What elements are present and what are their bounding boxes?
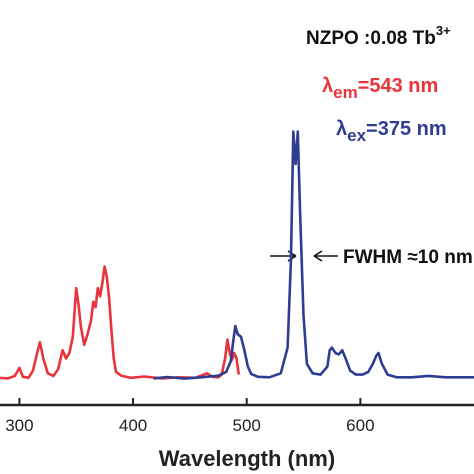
series-line-emission-monitor: [0, 265, 241, 380]
x-tick-label-400: 400: [119, 416, 147, 435]
series-line-excitation-monitor: [153, 130, 474, 380]
chart-title-main: NZPO :0.08 Tb: [306, 28, 436, 49]
legend-ex-prefix: λ: [336, 118, 347, 140]
legend-em-rest: =543 nm: [358, 75, 439, 97]
fwhm-label: FWHM ≈10 nm: [343, 247, 473, 268]
fwhm-right-arrow-head: [313, 250, 323, 262]
legend-entry-ex: λex=375 nm: [336, 118, 447, 145]
legend-entry-em: λem=543 nm: [322, 75, 438, 102]
x-axis-title: Wavelength (nm): [159, 446, 335, 471]
chart-title: NZPO :0.08 Tb3+: [306, 23, 451, 49]
legend-ex-sub: ex: [347, 126, 366, 145]
legend-ex-rest: =375 nm: [366, 118, 447, 140]
x-tick-label-600: 600: [346, 416, 374, 435]
x-tick-label-500: 500: [233, 416, 261, 435]
fwhm-annotation: FWHM ≈10 nm: [270, 247, 473, 268]
chart-title-superscript: 3+: [436, 23, 451, 38]
x-tick-label-300: 300: [5, 416, 33, 435]
legend-em-prefix: λ: [322, 75, 333, 97]
legend-em-sub: em: [333, 83, 358, 102]
